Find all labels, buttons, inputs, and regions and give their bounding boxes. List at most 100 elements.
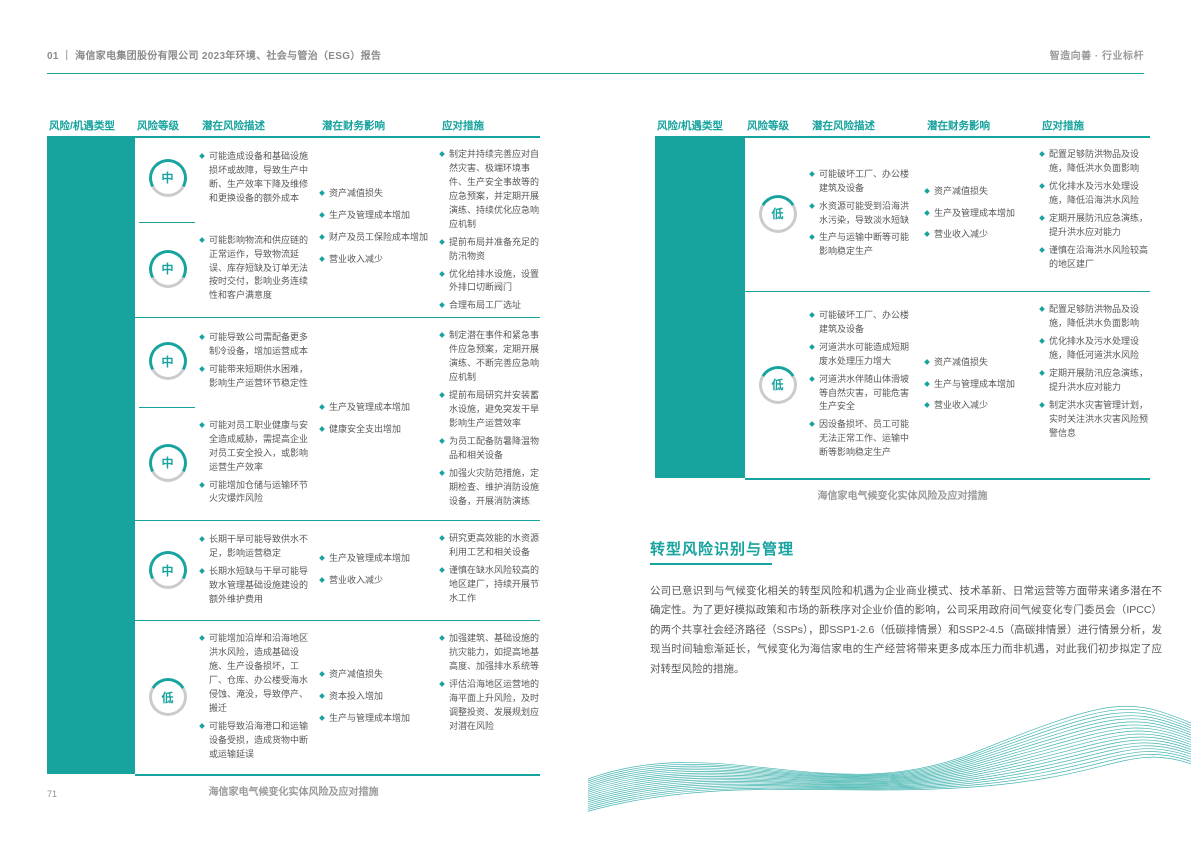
response-measure-item-text: 优化排水及污水处理设施，降低沿海洪水风险 bbox=[1049, 180, 1140, 205]
response-measure-item: 加强火灾防范措施，定期检查、维护消防设施设备，开展消防演练 bbox=[439, 467, 540, 509]
response-measure-item: 加强建筑、基础设施的抗灾能力，如提高地基高度、加强排水系统等 bbox=[439, 632, 540, 674]
bullet-icon bbox=[809, 202, 815, 209]
response-measures-cell: 研究更高效能的水资源利用工艺和相关设备谨慎在缺水风险较高的地区建厂，持续开展节水… bbox=[439, 520, 540, 620]
financial-impact-item-text: 生产及管理成本增加 bbox=[329, 401, 411, 412]
risk-level-gauge: 低 bbox=[758, 365, 797, 404]
risk-description-item: 可能导致公司需配备更多制冷设备，增加运营成本 bbox=[199, 331, 312, 359]
risk-description-item: 长期干旱可能导致供水不足，影响运营稳定 bbox=[199, 533, 312, 561]
bullet-icon bbox=[439, 270, 445, 277]
bullet-icon bbox=[199, 366, 205, 372]
risk-subrows: 中长期干旱可能导致供水不足，影响运营稳定长期水短缺与干旱可能导致水管理基础设施建… bbox=[135, 520, 320, 620]
risk-subrows: 低可能增加沿岸和沿海地区洪水风险，造成基础设施、生产设备损坏，工厂、仓库、办公楼… bbox=[135, 620, 320, 773]
response-measure-item-text: 谨慎在缺水风险较高的地区建厂，持续开展节水工作 bbox=[449, 565, 540, 604]
bullet-icon bbox=[199, 568, 205, 575]
response-measure-item: 定期开展防汛应急演练，提升洪水应对能力 bbox=[1039, 367, 1150, 395]
bullet-icon bbox=[809, 375, 815, 382]
financial-impact-item-text: 营业收入减少 bbox=[329, 575, 384, 586]
response-measures-cell: 配置足够防洪物品及设施，降低洪水负面影响 优化排水及污水处理设施，降低河道洪水风险… bbox=[1039, 291, 1150, 478]
bullet-icon bbox=[1039, 306, 1045, 312]
risk-type-color-block bbox=[47, 136, 135, 774]
risk-description-item-text: 可能对员工职业健康与安全造成威胁，需提高企业对员工安全投入，或影响运营生产效率 bbox=[209, 419, 309, 472]
financial-impact-cell: 生产及管理成本增加 健康安全支出增加 bbox=[319, 317, 440, 520]
table-body: 中可能造成设备和基础设施损坏或故障，导致生产中断、生产效率下降及维修和更换设备的… bbox=[47, 136, 540, 774]
risk-description-item: 可能造成设备和基础设施损坏或故障，导致生产中断、生产效率下降及维修和更换设备的额… bbox=[199, 150, 312, 206]
response-measure-item-text: 制定洪水灾害管理计划，实时关注洪水灾害风险预警信息 bbox=[1049, 399, 1149, 438]
financial-impact-item: 资本投入增加 bbox=[319, 690, 432, 704]
risk-description-cell: 可能破坏工厂、办公楼建筑及设备 水资源可能受到沿海洪水污染，导致淡水短缺 生产与运输… bbox=[809, 164, 925, 264]
response-measure-item-text: 配置足够防洪物品及设施，降低洪水负面影响 bbox=[1049, 149, 1140, 173]
bullet-icon bbox=[439, 681, 445, 687]
response-measures-cell: 制定潜在事件和紧急事件应急预案，定期开展演练、不断完善应急响应机制提前布局研究并… bbox=[439, 317, 540, 520]
risk-description-cell: 长期干旱可能导致供水不足，影响运营稳定长期水短缺与干旱可能导致水管理基础设施建设… bbox=[199, 529, 320, 611]
response-measure-item-text: 配置足够防洪物品及设施，降低洪水负面影响 bbox=[1049, 304, 1140, 328]
response-measure-item-text: 优化排水及污水处理设施，降低河道洪水风险 bbox=[1049, 335, 1140, 360]
bullet-icon bbox=[924, 209, 930, 216]
wave-line bbox=[588, 753, 1191, 810]
risk-description-item-text: 可能带来短期供水困难，影响生产运营环节稳定性 bbox=[209, 364, 309, 389]
financial-impact-item-text: 生产及管理成本增加 bbox=[329, 553, 411, 564]
risk-description-item-text: 可能影响物流和供应链的正常运作，导致物流延误、库存短缺及订单无法按时交付，影响业… bbox=[209, 234, 309, 301]
response-measure-item-text: 评估沿海地区运营地的海平面上升风险，及时调整投资、发展规划应对潜在风险 bbox=[449, 679, 540, 731]
financial-impact-item: 资产减值损失 bbox=[319, 187, 432, 201]
risk-group-row: 中可能造成设备和基础设施损坏或故障，导致生产中断、生产效率下降及维修和更换设备的… bbox=[135, 136, 540, 317]
section-title-underline bbox=[650, 563, 772, 565]
bullet-icon bbox=[809, 343, 815, 350]
risk-level-label: 中 bbox=[151, 554, 184, 587]
risk-group-row: 低可能破坏工厂、办公楼建筑及设备 河道洪水可能造成短期废水处理压力增大 河道洪水伴随… bbox=[745, 291, 1150, 478]
financial-impact-item: 营业收入减少 bbox=[319, 253, 432, 267]
risk-level-gauge: 中 bbox=[148, 551, 187, 590]
wave-line bbox=[588, 739, 1191, 801]
response-measure-item-text: 制定潜在事件和紧急事件应急预案，定期开展演练、不断完善应急响应机制 bbox=[449, 330, 540, 383]
risk-description-item: 生产与运输中断等可能影响稳定生产 bbox=[809, 231, 917, 259]
risk-group-row: 中 可能导致公司需配备更多制冷设备，增加运营成本 可能带来短期供水困难，影响生产运营… bbox=[135, 317, 540, 520]
section-paragraph: 公司已意识到与气候变化相关的转型风险和机遇为企业商业模式、技术革新、日常运营等方… bbox=[650, 585, 1162, 675]
financial-impact-item-text: 营业收入减少 bbox=[934, 229, 989, 240]
wave-line bbox=[588, 733, 1191, 797]
bullet-icon bbox=[439, 392, 445, 398]
response-measure-item-text: 定期开展防汛应急演练，提升洪水应对能力 bbox=[1049, 367, 1149, 392]
risk-description-item: 可能破坏工厂、办公楼建筑及设备 bbox=[809, 309, 917, 337]
risk-description-item-text: 水资源可能受到沿海洪水污染，导致淡水短缺 bbox=[819, 200, 910, 225]
risk-description-item: 可能增加沿岸和沿海地区洪水风险，造成基础设施、生产设备损坏，工厂、仓库、办公楼受… bbox=[199, 632, 312, 716]
financial-impact-item: 营业收入减少 bbox=[924, 228, 1032, 242]
bullet-icon bbox=[439, 469, 445, 476]
risk-level-gauge: 中 bbox=[148, 249, 187, 288]
risk-description-item-text: 长期干旱可能导致供水不足，影响运营稳定 bbox=[209, 534, 309, 559]
risk-level-label: 中 bbox=[151, 252, 184, 285]
financial-impact-cell: 资产减值损失 生产与管理成本增加 营业收入减少 bbox=[924, 291, 1040, 478]
response-measure-item-text: 制定并持续完善应对自然灾害、极端环境事件、生产安全事故等的应急预案，并定期开展演… bbox=[449, 149, 540, 229]
financial-impact-item: 营业收入减少 bbox=[319, 574, 432, 588]
column-header: 应对措施 bbox=[442, 120, 484, 132]
financial-impact-item-text: 生产及管理成本增加 bbox=[934, 207, 1016, 218]
table-header-row: 风险/机遇类型 风险等级 潜在风险描述 潜在财务影响 应对措施 bbox=[655, 118, 1150, 138]
financial-impact-cell: 资产减值损失 生产及管理成本增加 财产及员工保险成本增加 营业收入减少 bbox=[319, 136, 440, 317]
risk-level-label: 低 bbox=[761, 197, 794, 230]
risk-group-row: 低可能增加沿岸和沿海地区洪水风险，造成基础设施、生产设备损坏，工厂、仓库、办公楼… bbox=[135, 620, 540, 773]
risk-row: 低可能破坏工厂、办公楼建筑及设备 河道洪水可能造成短期废水处理压力增大 河道洪水伴随… bbox=[745, 297, 925, 472]
financial-impact-item-text: 资产减值损失 bbox=[934, 185, 989, 196]
risk-row: 中可能影响物流和供应链的正常运作，导致物流延误、库存短缺及订单无法按时交付，影响… bbox=[135, 221, 320, 316]
risk-level-cell: 中 bbox=[135, 551, 200, 590]
risk-level-cell: 低 bbox=[745, 194, 810, 233]
risk-description-item-text: 可能导致公司需配备更多制冷设备，增加运营成本 bbox=[209, 332, 309, 357]
risk-level-label: 中 bbox=[151, 446, 184, 479]
bullet-icon bbox=[319, 715, 325, 721]
financial-impact-item: 资产减值损失 bbox=[924, 185, 1032, 199]
physical-risk-table-right: 风险/机遇类型 风险等级 潜在风险描述 潜在财务影响 应对措施低可能破坏工厂、办公楼建筑… bbox=[655, 118, 1150, 502]
response-measure-item-text: 研究更高效能的水资源利用工艺和相关设备 bbox=[449, 533, 540, 558]
column-header: 风险等级 bbox=[747, 120, 789, 132]
bullet-icon bbox=[199, 481, 205, 488]
bullet-icon bbox=[439, 238, 445, 245]
response-measure-item: 谨慎在缺水风险较高的地区建厂，持续开展节水工作 bbox=[439, 564, 540, 606]
table-bottom-rule bbox=[135, 773, 540, 776]
risk-level-cell: 中 bbox=[135, 443, 200, 482]
response-measure-item-text: 提前布局研究并安装蓄水设施，避免突发干旱影响生产运营效率 bbox=[449, 390, 540, 428]
bullet-icon bbox=[199, 334, 205, 341]
response-measure-item-text: 加强建筑、基础设施的抗灾能力，如提高地基高度、加强排水系统等 bbox=[449, 633, 540, 672]
response-measure-item: 定期开展防汛应急演练，提升洪水应对能力 bbox=[1039, 212, 1150, 240]
risk-description-item: 可能导致沿海港口和运输设备受损，造成货物中断或运输延误 bbox=[199, 720, 312, 762]
wave-line bbox=[588, 727, 1191, 793]
risk-description-item-text: 长期水短缺与干旱可能导致水管理基础设施建设的额外维护费用 bbox=[209, 566, 309, 605]
risk-level-gauge: 中 bbox=[148, 158, 187, 197]
wave-line bbox=[588, 718, 1191, 787]
